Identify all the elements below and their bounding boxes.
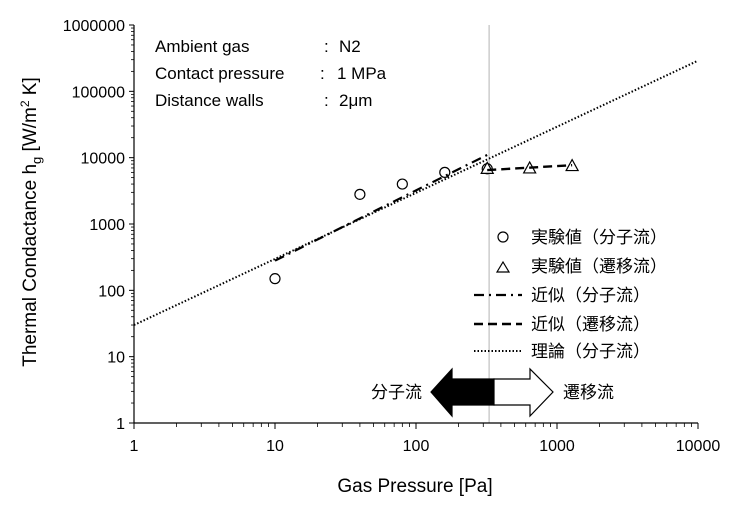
annotation-label-distance: Distance walls — [155, 91, 264, 110]
y-tick-label: 100000 — [72, 84, 125, 101]
data-point-circle — [354, 188, 366, 200]
y-tick-label: 10 — [107, 350, 125, 367]
data-point-circle — [396, 178, 408, 190]
series-line-dashed — [487, 163, 573, 172]
annotation-value-gas: N2 — [339, 37, 361, 56]
y-axis-title-unit-post: K] — [20, 77, 41, 100]
legend-label-1: 実験値（遷移流） — [531, 257, 667, 277]
y-axis-title-sup: 2 — [18, 100, 32, 107]
molecular-flow-arrow — [430, 367, 495, 418]
annotation-value-distance: 2μm — [339, 91, 372, 110]
annotation-sep-gas: : — [324, 37, 329, 56]
axes: 1 10 100 1000 10000 100000 1000000 1 10 100 1000 10… — [63, 18, 721, 455]
y-tick-label: 1000000 — [63, 18, 125, 35]
transition-flow-arrow — [493, 367, 554, 418]
x-tick-label: 1000 — [539, 438, 575, 455]
series-layer — [133, 59, 699, 326]
data-point-circle — [269, 273, 281, 285]
y-tick-label: 1 — [116, 416, 125, 433]
data-point-triangle — [565, 158, 580, 172]
transition-flow-label: 遷移流 — [563, 383, 614, 403]
molecular-flow-label: 分子流 — [371, 383, 422, 403]
y-axis-title-unit-pre: [W/m — [20, 107, 41, 157]
y-axis-title-main: Thermal Condactance h — [20, 164, 41, 367]
annotation-block: Ambient gas : N2 Contact pressure : 1 MP… — [155, 37, 387, 110]
legend-label-0: 実験値（分子流） — [531, 228, 667, 248]
x-tick-label: 100 — [403, 438, 430, 455]
legend: 実験値（分子流） 実験値（遷移流） 近似（分子流） 近似（遷移流） 理論（分子流… — [474, 228, 667, 362]
annotation-label-gas: Ambient gas — [155, 37, 250, 56]
x-axis-title: Gas Pressure [Pa] — [337, 476, 492, 497]
y-tick-label: 100 — [98, 283, 125, 300]
x-tick-label: 10 — [266, 438, 284, 455]
legend-label-3: 近似（遷移流） — [531, 315, 650, 335]
annotation-sep-pressure: : — [320, 64, 325, 83]
annotation-value-pressure: 1 MPa — [337, 64, 387, 83]
regime-arrows: 分子流 遷移流 — [371, 367, 614, 418]
series-line-dotted — [133, 59, 699, 326]
x-tick-label: 1 — [130, 438, 139, 455]
y-tick-label: 10000 — [81, 151, 126, 168]
annotation-sep-distance: : — [324, 91, 329, 110]
data-point-circle — [439, 166, 451, 178]
x-tick-label: 10000 — [676, 438, 721, 455]
legend-label-2: 近似（分子流） — [531, 286, 650, 306]
legend-marker-circle — [497, 231, 509, 243]
series-line-dashdot — [274, 153, 488, 262]
y-tick-label: 1000 — [89, 217, 125, 234]
legend-label-4: 理論（分子流） — [531, 342, 650, 362]
annotation-label-pressure: Contact pressure — [155, 64, 284, 83]
y-axis-title-sub: g — [29, 157, 44, 164]
y-axis-title: Thermal Condactance hg [W/m2 K] — [18, 77, 44, 367]
legend-marker-triangle — [495, 260, 511, 273]
